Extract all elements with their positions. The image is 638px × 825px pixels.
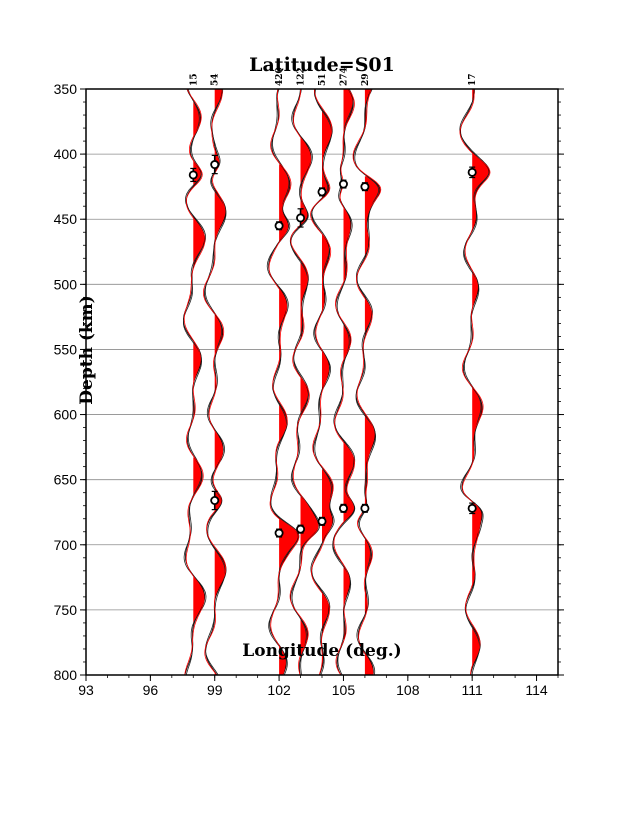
depth-marker xyxy=(210,496,220,506)
trace-line xyxy=(310,89,335,675)
depth-markers xyxy=(188,154,477,538)
trace-line xyxy=(289,89,319,675)
x-tick-label: 102 xyxy=(267,682,291,698)
x-tick-label: 111 xyxy=(462,682,483,698)
x-axis-label: Longitude (deg.) xyxy=(242,641,401,661)
y-tick-label: 400 xyxy=(54,146,78,162)
depth-marker xyxy=(338,503,348,513)
depth-marker xyxy=(467,167,477,177)
x-tick-label: 105 xyxy=(332,682,356,698)
station-label: 420 xyxy=(275,67,285,86)
x-tick-label: 96 xyxy=(143,682,159,698)
depth-marker xyxy=(274,221,284,231)
y-tick-label: 500 xyxy=(54,276,78,292)
depth-marker xyxy=(338,179,348,189)
y-tick-label: 600 xyxy=(54,407,78,423)
station-label: 17 xyxy=(468,73,478,86)
trace-line xyxy=(310,89,334,675)
x-tick-label: 114 xyxy=(525,682,548,698)
trace-line xyxy=(459,89,490,675)
trace-line xyxy=(459,89,491,675)
trace-line xyxy=(183,89,207,675)
depth-marker xyxy=(188,170,198,180)
trace-fill xyxy=(322,109,333,669)
trace-line xyxy=(290,89,321,675)
trace-line xyxy=(266,89,300,675)
trace-line xyxy=(202,89,227,675)
depth-marker xyxy=(360,503,370,513)
trace-fill xyxy=(279,164,299,675)
station-label: 51 xyxy=(318,73,328,86)
trace-line xyxy=(352,89,382,675)
trace-line xyxy=(183,89,206,675)
y-tick-label: 650 xyxy=(54,472,78,488)
depth-marker xyxy=(210,160,220,170)
y-tick-label: 800 xyxy=(54,667,78,683)
depth-marker xyxy=(296,524,306,534)
station-label: 29 xyxy=(361,73,371,86)
depth-marker xyxy=(296,213,306,223)
trace-fill xyxy=(472,89,490,671)
trace-line xyxy=(268,89,300,675)
y-axis-label: Depth (km) xyxy=(77,295,97,404)
depth-marker xyxy=(467,503,477,513)
depth-marker xyxy=(274,528,284,538)
y-tick-label: 350 xyxy=(54,81,78,97)
y-tick-label: 450 xyxy=(54,211,78,227)
station-label: 274 xyxy=(339,67,349,86)
trace-line xyxy=(354,89,380,675)
depth-marker xyxy=(317,516,327,526)
x-tick-label: 93 xyxy=(78,682,94,698)
depth-marker xyxy=(317,187,327,197)
chart-title: Latitude=S01 xyxy=(249,54,395,76)
y-tick-label: 550 xyxy=(54,341,78,357)
station-label: 122 xyxy=(297,67,307,86)
x-tick-label: 108 xyxy=(396,682,420,698)
depth-marker xyxy=(360,182,370,192)
y-tick-label: 750 xyxy=(54,602,78,618)
station-label: 15 xyxy=(189,73,199,86)
station-label: 54 xyxy=(211,73,221,86)
station-labels: 15 54 420 122 51 274 29 17 xyxy=(189,67,478,86)
trace-line xyxy=(204,89,227,675)
x-tick-label: 99 xyxy=(207,682,223,698)
y-tick-label: 700 xyxy=(54,537,78,553)
